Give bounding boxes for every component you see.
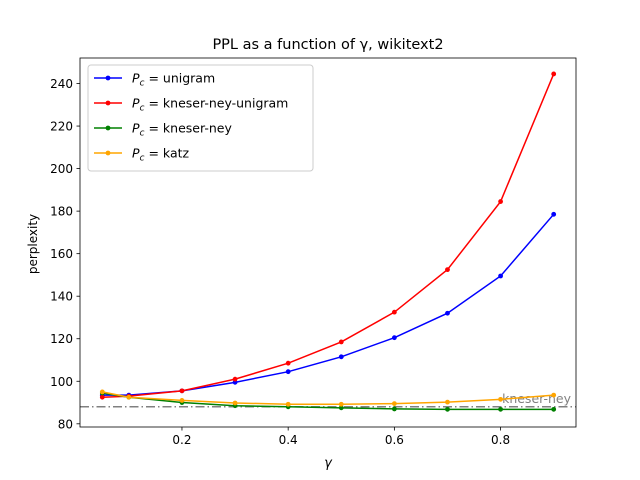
legend-swatch-marker xyxy=(105,75,111,81)
data-point xyxy=(338,401,344,407)
legend: Pc = unigram Pc = kneser-ney-unigram Pc = … xyxy=(87,64,314,172)
y-axis-label: perplexity xyxy=(26,214,40,274)
legend-box xyxy=(87,64,314,172)
data-point xyxy=(179,398,185,403)
data-point xyxy=(445,399,450,405)
data-point xyxy=(338,405,344,411)
data-point xyxy=(338,354,344,360)
data-point xyxy=(498,396,503,402)
legend-item: Pc = unigram xyxy=(94,71,215,89)
y-tick-label: 220 xyxy=(50,120,73,134)
data-point xyxy=(99,394,105,400)
data-point xyxy=(551,392,557,398)
legend-label: Pc = katz xyxy=(132,146,190,164)
data-point xyxy=(551,211,557,217)
data-point xyxy=(445,406,450,412)
data-point xyxy=(445,267,450,273)
data-point xyxy=(498,406,503,412)
y-tick-label: 200 xyxy=(50,162,73,176)
data-point xyxy=(391,406,397,412)
legend-item: Pc = kneser-ney-unigram xyxy=(94,96,288,114)
y-tick-label: 120 xyxy=(50,332,73,346)
chart-title: PPL as a function of γ, wikitext2 xyxy=(212,37,443,53)
data-point xyxy=(232,376,238,382)
series-line xyxy=(102,73,555,398)
legend-swatch-marker xyxy=(105,100,111,106)
legend-label: Pc = kneser-ney-unigram xyxy=(132,96,288,114)
data-point xyxy=(498,199,503,204)
y-tick-label: 100 xyxy=(50,375,73,389)
y-tick-label: 240 xyxy=(50,77,73,91)
data-point xyxy=(232,400,238,406)
axes: 0.2 0.4 0.6 0.8 80 100 120 140 160 180 200 220 240 xyxy=(50,57,577,447)
data-point xyxy=(391,309,397,315)
legend-item: Pc = kneser-ney xyxy=(94,121,232,139)
data-point xyxy=(179,388,185,394)
legend-swatch-marker xyxy=(105,150,111,156)
y-tick-label: 80 xyxy=(58,417,73,431)
data-point xyxy=(338,339,344,345)
data-point xyxy=(285,369,291,375)
data-point xyxy=(126,394,132,400)
series-line xyxy=(102,391,554,405)
legend-label: Pc = unigram xyxy=(132,71,215,89)
data-point xyxy=(551,71,557,77)
x-axis-label: γ xyxy=(324,456,333,471)
y-tick-label: 160 xyxy=(50,247,73,261)
series-line xyxy=(102,392,554,411)
axes-frame xyxy=(79,57,577,428)
chart-title-text: PPL as a function of γ, wikitext2 xyxy=(212,37,443,53)
series-group xyxy=(99,390,557,412)
series-group xyxy=(99,211,557,398)
data-point xyxy=(551,406,557,412)
legend-label: Pc = kneser-ney xyxy=(132,121,232,139)
x-tick-label: 0.4 xyxy=(279,433,298,447)
data-point xyxy=(498,273,503,279)
data-point xyxy=(285,401,291,407)
y-tick-label: 180 xyxy=(50,205,73,219)
series-line xyxy=(102,213,555,396)
data-point xyxy=(99,389,105,395)
data-point xyxy=(445,310,450,316)
x-tick-label: 0.6 xyxy=(385,433,404,447)
data-point xyxy=(391,401,397,407)
y-tick-label: 140 xyxy=(50,290,73,304)
x-tick-label: 0.2 xyxy=(172,433,191,447)
data-point xyxy=(391,335,397,341)
legend-item: Pc = katz xyxy=(94,146,190,164)
data-point xyxy=(285,360,291,366)
legend-swatch-marker xyxy=(105,125,111,131)
series-group xyxy=(99,389,557,407)
x-tick-label: 0.8 xyxy=(491,433,510,447)
plot-area: kneser-ney xyxy=(80,71,576,412)
